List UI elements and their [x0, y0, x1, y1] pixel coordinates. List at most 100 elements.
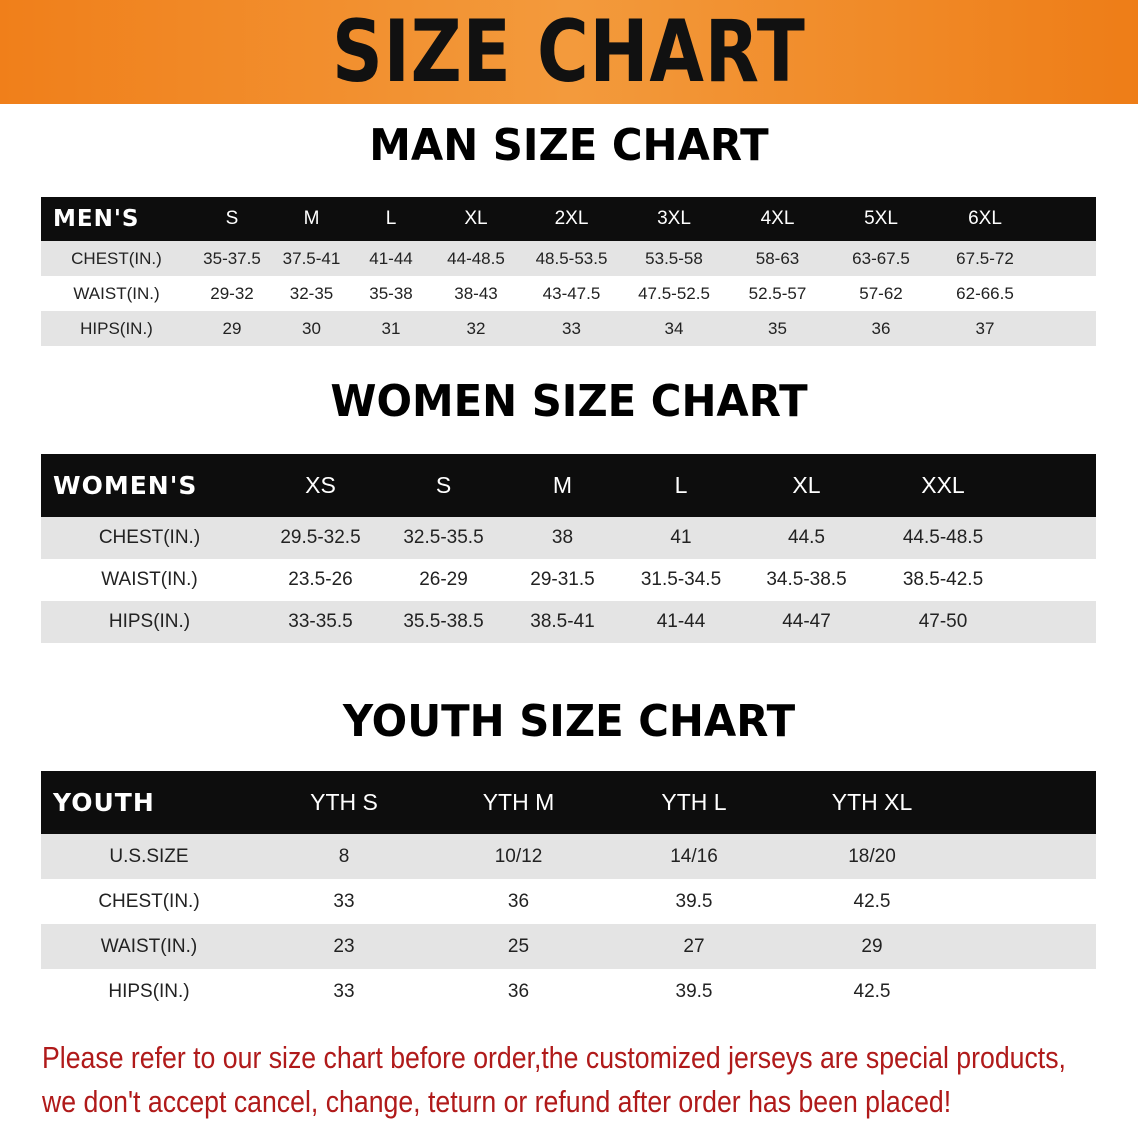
row-label: CHEST(IN.)	[71, 248, 162, 268]
table-cell: 44.5	[788, 527, 825, 548]
table-cell: 2XL	[554, 208, 589, 229]
row-label: MEN'S	[53, 206, 140, 232]
table-cell: 52.5-57	[748, 283, 807, 303]
table-cell: 34	[664, 318, 684, 338]
row-label: HIPS(IN.)	[108, 611, 191, 632]
table-cell: M	[552, 472, 573, 498]
table-header-row: WOMEN'S XS S M L XL XXL	[41, 454, 1096, 517]
table-row: HIPS(IN.) 33-35.5 35.5-38.5 38.5-41 41-44 44-…	[41, 601, 1096, 643]
women-size-table: WOMEN'S XS S M L XL XXL CHEST(IN.) 29.5-32.5 32.5…	[41, 454, 1096, 643]
table-cell: 41-44	[656, 611, 706, 632]
row-label: YOUTH	[53, 788, 155, 817]
table-cell: 63-67.5	[852, 248, 910, 268]
table-cell: 34.5-38.5	[766, 569, 847, 590]
table-cell: 4XL	[760, 208, 795, 229]
table-cell: S	[225, 208, 239, 229]
table-cell: 35	[768, 318, 787, 338]
table-cell: 42.5	[853, 980, 891, 1002]
table-cell: 48.5-53.5	[535, 248, 608, 268]
table-cell: 29-31.5	[530, 569, 595, 590]
table-cell: 38.5-41	[530, 611, 595, 632]
table-cell: YTH S	[310, 789, 378, 815]
table-cell: 47.5-52.5	[638, 283, 710, 303]
table-cell: 39.5	[675, 980, 713, 1002]
table-cell: 58-63	[755, 248, 800, 268]
table-cell: 31	[381, 318, 401, 338]
banner-title: SIZE CHART	[332, 2, 806, 102]
table-cell: 6XL	[968, 208, 1002, 229]
table-cell: 37.5-41	[282, 248, 341, 268]
table-cell: YTH XL	[831, 789, 913, 815]
table-cell: 14/16	[670, 845, 718, 867]
table-cell: 41-44	[369, 248, 413, 268]
table-cell: 67.5-72	[956, 248, 1014, 268]
table-cell: 62-66.5	[956, 283, 1014, 303]
table-cell: 27	[683, 935, 705, 957]
table-cell: 29-32	[210, 283, 254, 303]
table-row: CHEST(IN.) 29.5-32.5 32.5-35.5 38 41 44.5 44.5…	[41, 517, 1096, 559]
row-label: HIPS(IN.)	[80, 318, 153, 338]
table-cell: 32-35	[289, 283, 334, 303]
table-cell: M	[303, 208, 320, 229]
row-label: WAIST(IN.)	[100, 935, 198, 957]
table-cell: 36	[507, 890, 530, 912]
table-cell: 33-35.5	[288, 611, 353, 632]
table-row: HIPS(IN.) 29 30 31 32 33 34 35 36 37	[41, 311, 1096, 346]
table-cell: 47-50	[918, 611, 968, 632]
table-cell: L	[674, 472, 688, 498]
order-notice: Please refer to our size chart before or…	[42, 1036, 1126, 1124]
table-cell: L	[385, 208, 397, 229]
table-cell: 29.5-32.5	[280, 527, 361, 548]
women-section-title: WOMEN SIZE CHART	[330, 376, 808, 427]
table-row: HIPS(IN.) 33 36 39.5 42.5	[41, 969, 1096, 1014]
men-section-title: MAN SIZE CHART	[369, 120, 769, 171]
table-cell: 44-48.5	[447, 248, 505, 268]
table-cell: 32.5-35.5	[403, 527, 484, 548]
table-cell: 35-37.5	[203, 248, 261, 268]
table-cell: XL	[464, 208, 488, 229]
table-cell: 38-43	[454, 283, 498, 303]
men-size-table: MEN'S S M L XL 2XL 3XL 4XL 5XL 6XL CHEST(IN.) 35-37…	[41, 197, 1096, 346]
table-cell: 23	[333, 935, 355, 957]
youth-section-title: YOUTH SIZE CHART	[342, 696, 796, 747]
table-cell: 26-29	[419, 569, 468, 590]
row-label: WOMEN'S	[53, 471, 198, 500]
table-cell: 36	[871, 318, 891, 338]
table-header-row: MEN'S S M L XL 2XL 3XL 4XL 5XL 6XL	[41, 197, 1096, 241]
row-label: CHEST(IN.)	[98, 527, 201, 548]
order-notice-line-1: Please refer to our size chart before or…	[42, 1040, 1066, 1075]
table-cell: 42.5	[853, 890, 891, 912]
row-label: CHEST(IN.)	[98, 890, 200, 912]
table-cell: 33	[562, 318, 581, 338]
table-cell: 3XL	[657, 208, 691, 229]
row-label: HIPS(IN.)	[108, 980, 190, 1002]
table-cell: 43-47.5	[542, 283, 601, 303]
table-cell: YTH M	[482, 789, 555, 815]
table-cell: 33	[333, 980, 355, 1002]
table-cell: 31.5-34.5	[640, 569, 722, 590]
row-label: WAIST(IN.)	[73, 283, 160, 303]
table-cell: 32	[466, 318, 486, 338]
table-cell: 23.5-26	[288, 569, 353, 590]
table-cell: 57-62	[859, 283, 903, 303]
table-cell: XS	[305, 472, 336, 498]
table-cell: 53.5-58	[645, 248, 703, 268]
table-cell: 38.5-42.5	[902, 569, 984, 590]
table-row: CHEST(IN.) 33 36 39.5 42.5	[41, 879, 1096, 924]
table-cell: 44-47	[782, 611, 831, 632]
table-cell: 30	[302, 318, 321, 338]
table-cell: 5XL	[864, 208, 898, 229]
table-cell: 44.5-48.5	[902, 527, 984, 548]
table-cell: 25	[507, 935, 530, 957]
row-label: WAIST(IN.)	[101, 569, 198, 590]
table-cell: 36	[507, 980, 530, 1002]
banner: SIZE CHART	[0, 0, 1138, 104]
table-row: U.S.SIZE 8 10/12 14/16 18/20	[41, 834, 1096, 879]
table-row: WAIST(IN.) 23 25 27 29	[41, 924, 1096, 969]
table-cell: YTH L	[661, 789, 727, 815]
table-cell: 29	[222, 318, 242, 338]
table-cell: XL	[792, 472, 821, 498]
table-cell: 39.5	[675, 890, 713, 912]
table-cell: 38	[551, 527, 574, 548]
table-row: WAIST(IN.) 29-32 32-35 35-38 38-43 43-47.5 47.…	[41, 276, 1096, 311]
